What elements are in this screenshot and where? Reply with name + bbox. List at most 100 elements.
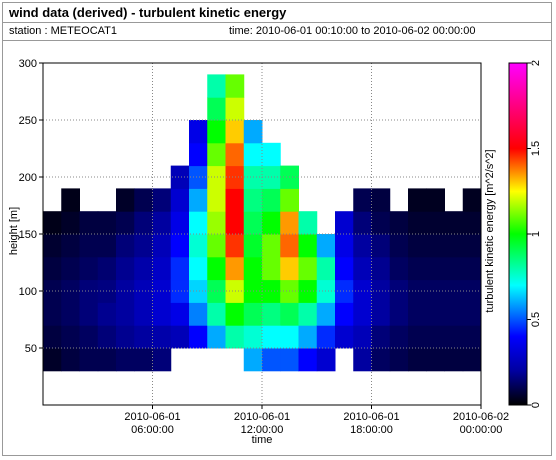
y-axis-label: height [m] [8,207,20,255]
heatmap-cell [152,302,172,326]
heatmap-cell [61,325,80,349]
heatmap-cell [134,256,153,281]
heatmap-cell [116,348,135,372]
heatmap-cell [262,142,281,167]
heatmap-cell [152,279,172,303]
heatmap-cell [243,120,263,144]
heatmap-cell [79,256,99,281]
heatmap-cell [444,279,464,303]
heatmap-cell [116,302,135,326]
heatmap-cell [408,256,427,281]
heatmap-cell [335,325,354,349]
heatmap-cell [170,165,190,189]
heatmap-cell [79,234,99,258]
heatmap-cell [389,302,409,326]
heatmap-cell [243,256,263,281]
heatmap-cell [408,325,427,349]
y-tick-label: 300 [19,58,37,70]
heatmap-cell [335,279,354,303]
heatmap-cell [207,74,226,98]
heatmap-cell [225,279,245,303]
heatmap-cell [353,188,372,212]
heatmap-cell [134,211,153,235]
heatmap-cell [243,302,263,326]
heatmap-cell [134,302,153,326]
heatmap-cell [371,279,391,303]
heatmap-cell [444,234,464,258]
heatmap-cell [97,325,117,349]
heatmap-cell [408,234,427,258]
heatmap-cell [298,234,318,258]
heatmap-cell [61,256,80,281]
heatmap-cell [426,211,445,235]
heatmap-cell [189,211,208,235]
x-tick-label: 2010-06-01 12:00:00 [234,411,290,436]
heatmap-cell [353,302,372,326]
heatmap-cell [43,256,62,281]
heatmap-cell [426,302,445,326]
heatmap-cell [170,188,190,212]
colorbar-tick-label: 2 [530,60,542,66]
heatmap-cell [207,302,226,326]
heatmap-cell [444,325,464,349]
heatmap-cell [116,234,135,258]
x-tick-label: 2010-06-01 06:00:00 [124,411,180,436]
heatmap-cell [462,234,482,258]
y-tick-label: 150 [19,229,37,241]
heatmap-cell [408,348,427,372]
heatmap-cell [97,211,117,235]
heatmap-cell [170,302,190,326]
heatmap-cell [353,256,372,281]
heatmap-cell [116,211,135,235]
heatmap-cell [462,256,482,281]
heatmap-cell [371,348,391,372]
heatmap-cell [371,211,391,235]
heatmap-cell [316,234,336,258]
heatmap-cell [243,142,263,167]
title: wind data (derived) - turbulent kinetic … [3,3,551,23]
heatmap-cell [43,348,62,372]
heatmap-cell [43,234,62,258]
heatmap-cell [280,211,299,235]
heatmap-cell [462,211,482,235]
heatmap-cell [207,165,226,189]
plot-frame [42,62,482,406]
heatmap-cell [426,325,445,349]
heatmap-cell [207,279,226,303]
heatmap-cell [189,188,208,212]
heatmap-cell [316,302,336,326]
x-axis-label: time [252,434,273,446]
heatmap-cell [316,279,336,303]
heatmap-cell [389,211,409,235]
heatmap-cell [371,256,391,281]
heatmap-cell [262,325,281,349]
colorbar [508,62,528,406]
heatmap-cell [189,256,208,281]
heatmap-cell [134,279,153,303]
colorbar-tick-label: 0.5 [530,312,542,327]
heatmap-cell [298,348,318,372]
heatmap-cell [371,234,391,258]
heatmap-cell [280,188,299,212]
heatmap-cell [97,234,117,258]
heatmap-cell [225,74,245,98]
heatmap-cell [152,211,172,235]
heatmap-cell [189,165,208,189]
heatmap-cell [189,325,208,349]
heatmap-cell [189,279,208,303]
heatmap-cell [262,256,281,281]
heatmap-cell [225,120,245,144]
heatmap-cell [243,348,263,372]
heatmap-cell [225,256,245,281]
heatmap-cell [225,325,245,349]
heatmap-cell [97,279,117,303]
heatmap-cell [225,234,245,258]
heatmap-cell [462,188,482,212]
x-tick-label: 2010-06-02 00:00:00 [453,411,509,436]
heatmap-cell [262,234,281,258]
heatmap-cell [189,120,208,144]
heatmap-cell [225,188,245,212]
heatmap-cell [97,256,117,281]
heatmap-cell [170,234,190,258]
heatmap-cell [262,211,281,235]
